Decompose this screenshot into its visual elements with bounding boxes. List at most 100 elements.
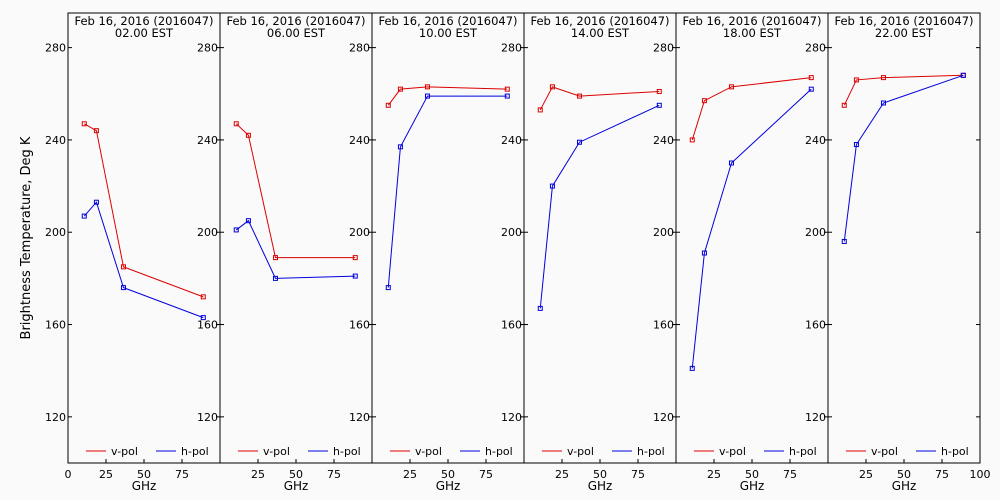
x-tick-label: 50 bbox=[745, 468, 759, 481]
data-point-v-pol bbox=[397, 86, 403, 92]
x-tick-label: 25 bbox=[555, 468, 569, 481]
x-tick-label: 25 bbox=[99, 468, 113, 481]
x-tick-label: 25 bbox=[251, 468, 265, 481]
x-tick-label: 50 bbox=[897, 468, 911, 481]
legend-label: h-pol bbox=[637, 445, 665, 458]
y-tick-label: 160 bbox=[197, 319, 218, 332]
y-tick-label: 280 bbox=[45, 42, 66, 55]
series-line-h-pol bbox=[387, 95, 508, 288]
legend-label: h-pol bbox=[485, 445, 513, 458]
y-tick-label: 120 bbox=[45, 411, 66, 424]
data-point-v-pol bbox=[120, 264, 126, 270]
x-tick-label: 50 bbox=[441, 468, 455, 481]
legend-label: v-pol bbox=[719, 445, 746, 458]
x-axis-label: GHz bbox=[588, 479, 613, 493]
x-tick-label: 0 bbox=[65, 468, 72, 481]
data-point-v-pol bbox=[385, 102, 391, 108]
panel-subtitle: 18.00 EST bbox=[723, 26, 782, 40]
data-point-v-pol bbox=[245, 132, 251, 138]
data-point-h-pol bbox=[701, 250, 707, 256]
data-point-v-pol bbox=[200, 294, 206, 300]
legend-label: v-pol bbox=[263, 445, 290, 458]
data-point-h-pol bbox=[841, 238, 847, 244]
y-tick-label: 240 bbox=[45, 134, 66, 147]
series-line-v-pol bbox=[84, 123, 204, 298]
data-point-h-pol bbox=[245, 218, 251, 224]
y-tick-label: 200 bbox=[349, 226, 370, 239]
data-point-h-pol bbox=[424, 93, 430, 99]
x-axis-label: GHz bbox=[740, 479, 765, 493]
x-tick-label: 75 bbox=[175, 468, 189, 481]
legend-label: v-pol bbox=[111, 445, 138, 458]
data-point-v-pol bbox=[352, 255, 358, 261]
data-point-v-pol bbox=[549, 84, 555, 90]
data-point-h-pol bbox=[549, 183, 555, 189]
y-tick-label: 160 bbox=[501, 319, 522, 332]
series-line-h-pol bbox=[235, 219, 356, 279]
data-point-h-pol bbox=[960, 72, 966, 78]
legend-label: v-pol bbox=[871, 445, 898, 458]
y-tick-label: 160 bbox=[349, 319, 370, 332]
legend-label: v-pol bbox=[415, 445, 442, 458]
series-line-h-pol bbox=[843, 74, 964, 242]
y-tick-label: 120 bbox=[349, 411, 370, 424]
x-tick-label: 75 bbox=[783, 468, 797, 481]
series-line-v-pol bbox=[235, 123, 356, 259]
data-point-v-pol bbox=[701, 98, 707, 104]
data-point-h-pol bbox=[81, 213, 87, 219]
panel-subtitle: 10.00 EST bbox=[419, 26, 478, 40]
x-tick-label: 75 bbox=[935, 468, 949, 481]
x-tick-label: 25 bbox=[859, 468, 873, 481]
y-tick-label: 240 bbox=[197, 134, 218, 147]
panel-subtitle: 02.00 EST bbox=[115, 26, 174, 40]
panel-title: Feb 16, 2016 (2016047) bbox=[74, 14, 213, 28]
x-tick-label: 100 bbox=[970, 468, 991, 481]
legend-label: h-pol bbox=[333, 445, 361, 458]
y-tick-label: 240 bbox=[501, 134, 522, 147]
y-tick-label: 200 bbox=[45, 226, 66, 239]
data-point-v-pol bbox=[272, 255, 278, 261]
data-point-v-pol bbox=[424, 84, 430, 90]
y-tick-label: 280 bbox=[349, 42, 370, 55]
x-axis-label: GHz bbox=[132, 479, 157, 493]
panel-4: Feb 16, 2016 (2016047)14.00 EST 120 160 200… bbox=[501, 12, 677, 493]
series-line-h-pol bbox=[539, 104, 660, 309]
data-point-v-pol bbox=[880, 75, 886, 81]
x-tick-label: 25 bbox=[707, 468, 721, 481]
x-tick-label: 75 bbox=[479, 468, 493, 481]
panel-5: Feb 16, 2016 (2016047)18.00 EST 120 160 200… bbox=[653, 12, 829, 493]
data-point-h-pol bbox=[385, 285, 391, 291]
data-point-v-pol bbox=[808, 75, 814, 81]
data-point-v-pol bbox=[93, 128, 99, 134]
x-axis-label: GHz bbox=[892, 479, 917, 493]
data-point-v-pol bbox=[576, 93, 582, 99]
y-tick-label: 200 bbox=[197, 226, 218, 239]
legend-label: h-pol bbox=[789, 445, 817, 458]
data-point-v-pol bbox=[728, 84, 734, 90]
y-tick-label: 200 bbox=[653, 226, 674, 239]
data-point-h-pol bbox=[120, 285, 126, 291]
series-line-v-pol bbox=[539, 86, 660, 111]
x-tick-label: 50 bbox=[593, 468, 607, 481]
data-point-v-pol bbox=[504, 86, 510, 92]
data-point-h-pol bbox=[397, 144, 403, 150]
legend-label: h-pol bbox=[941, 445, 969, 458]
x-tick-label: 75 bbox=[631, 468, 645, 481]
x-tick-label: 75 bbox=[327, 468, 341, 481]
data-point-h-pol bbox=[880, 100, 886, 106]
y-tick-label: 120 bbox=[805, 411, 826, 424]
y-tick-label: 160 bbox=[653, 319, 674, 332]
series-line-v-pol bbox=[843, 74, 964, 106]
y-tick-label: 240 bbox=[349, 134, 370, 147]
data-point-h-pol bbox=[576, 139, 582, 145]
data-point-v-pol bbox=[233, 121, 239, 127]
data-point-h-pol bbox=[689, 365, 695, 371]
data-point-h-pol bbox=[504, 93, 510, 99]
y-tick-label: 280 bbox=[197, 42, 218, 55]
data-point-v-pol bbox=[841, 102, 847, 108]
y-tick-label: 200 bbox=[805, 226, 826, 239]
y-tick-label: 280 bbox=[805, 42, 826, 55]
data-point-h-pol bbox=[93, 199, 99, 205]
x-axis-label: GHz bbox=[284, 479, 309, 493]
data-point-h-pol bbox=[352, 273, 358, 279]
